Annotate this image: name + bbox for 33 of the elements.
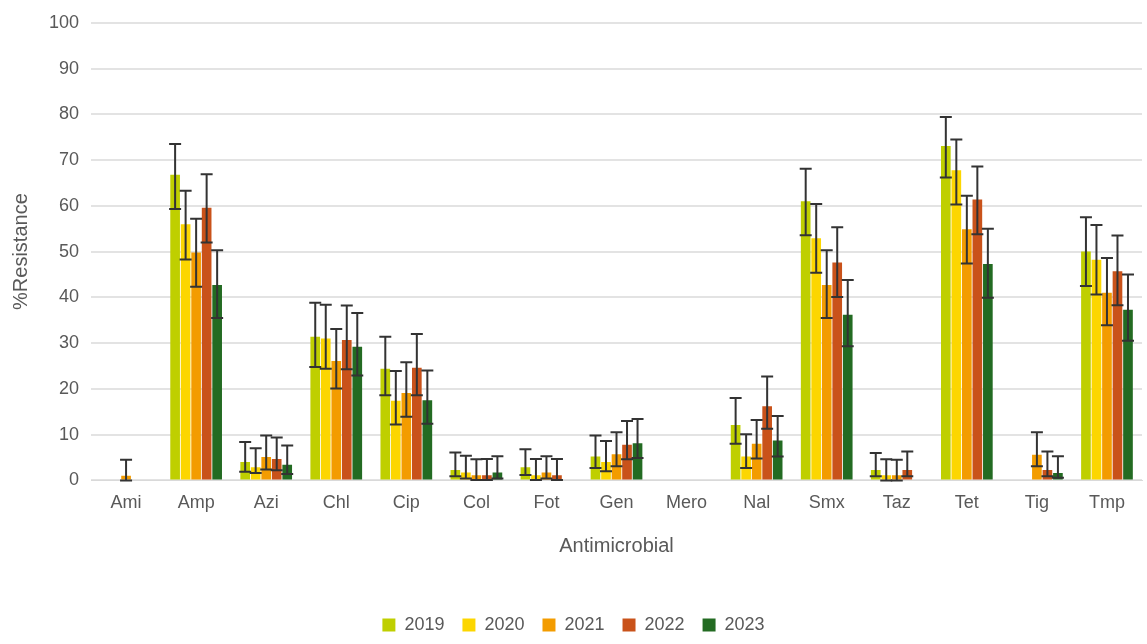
legend-label: 2021 <box>564 613 605 634</box>
x-tick-label: Gen <box>599 492 634 513</box>
legend-label: 2020 <box>484 613 525 634</box>
y-axis-title: %Resistance <box>8 193 31 310</box>
x-tick-label: Cip <box>392 492 420 513</box>
x-tick-label: Chl <box>322 492 350 513</box>
y-tick-label: 10 <box>59 423 80 444</box>
y-tick-label: 0 <box>69 469 80 490</box>
legend-label: 2019 <box>404 613 445 634</box>
x-tick-label: Fot <box>533 492 560 513</box>
y-tick-label: 50 <box>59 240 80 261</box>
x-axis-title: Antimicrobial <box>559 533 674 556</box>
legend-label: 2022 <box>644 613 685 634</box>
x-tick-label: Mero <box>666 492 708 513</box>
x-tick-label: Ami <box>110 492 142 513</box>
y-tick-label: 40 <box>59 286 80 307</box>
y-tick-label: 60 <box>59 194 80 215</box>
y-tick-label: 70 <box>59 149 80 170</box>
x-tick-label: Taz <box>882 492 911 513</box>
x-tick-label: Azi <box>253 492 279 513</box>
y-tick-label: 90 <box>59 57 80 78</box>
y-tick-label: 20 <box>59 377 80 398</box>
legend-label: 2023 <box>724 613 765 634</box>
y-tick-label: 100 <box>48 11 80 32</box>
x-tick-label: Tet <box>954 492 979 513</box>
y-tick-label: 80 <box>59 103 80 124</box>
x-tick-label: Col <box>462 492 490 513</box>
x-tick-label: Smx <box>808 492 845 513</box>
x-tick-label: Nal <box>743 492 771 513</box>
x-tick-label: Tmp <box>1088 492 1125 513</box>
x-tick-label: Tig <box>1024 492 1050 513</box>
x-tick-label: Amp <box>177 492 215 513</box>
y-tick-label: 30 <box>59 332 80 353</box>
